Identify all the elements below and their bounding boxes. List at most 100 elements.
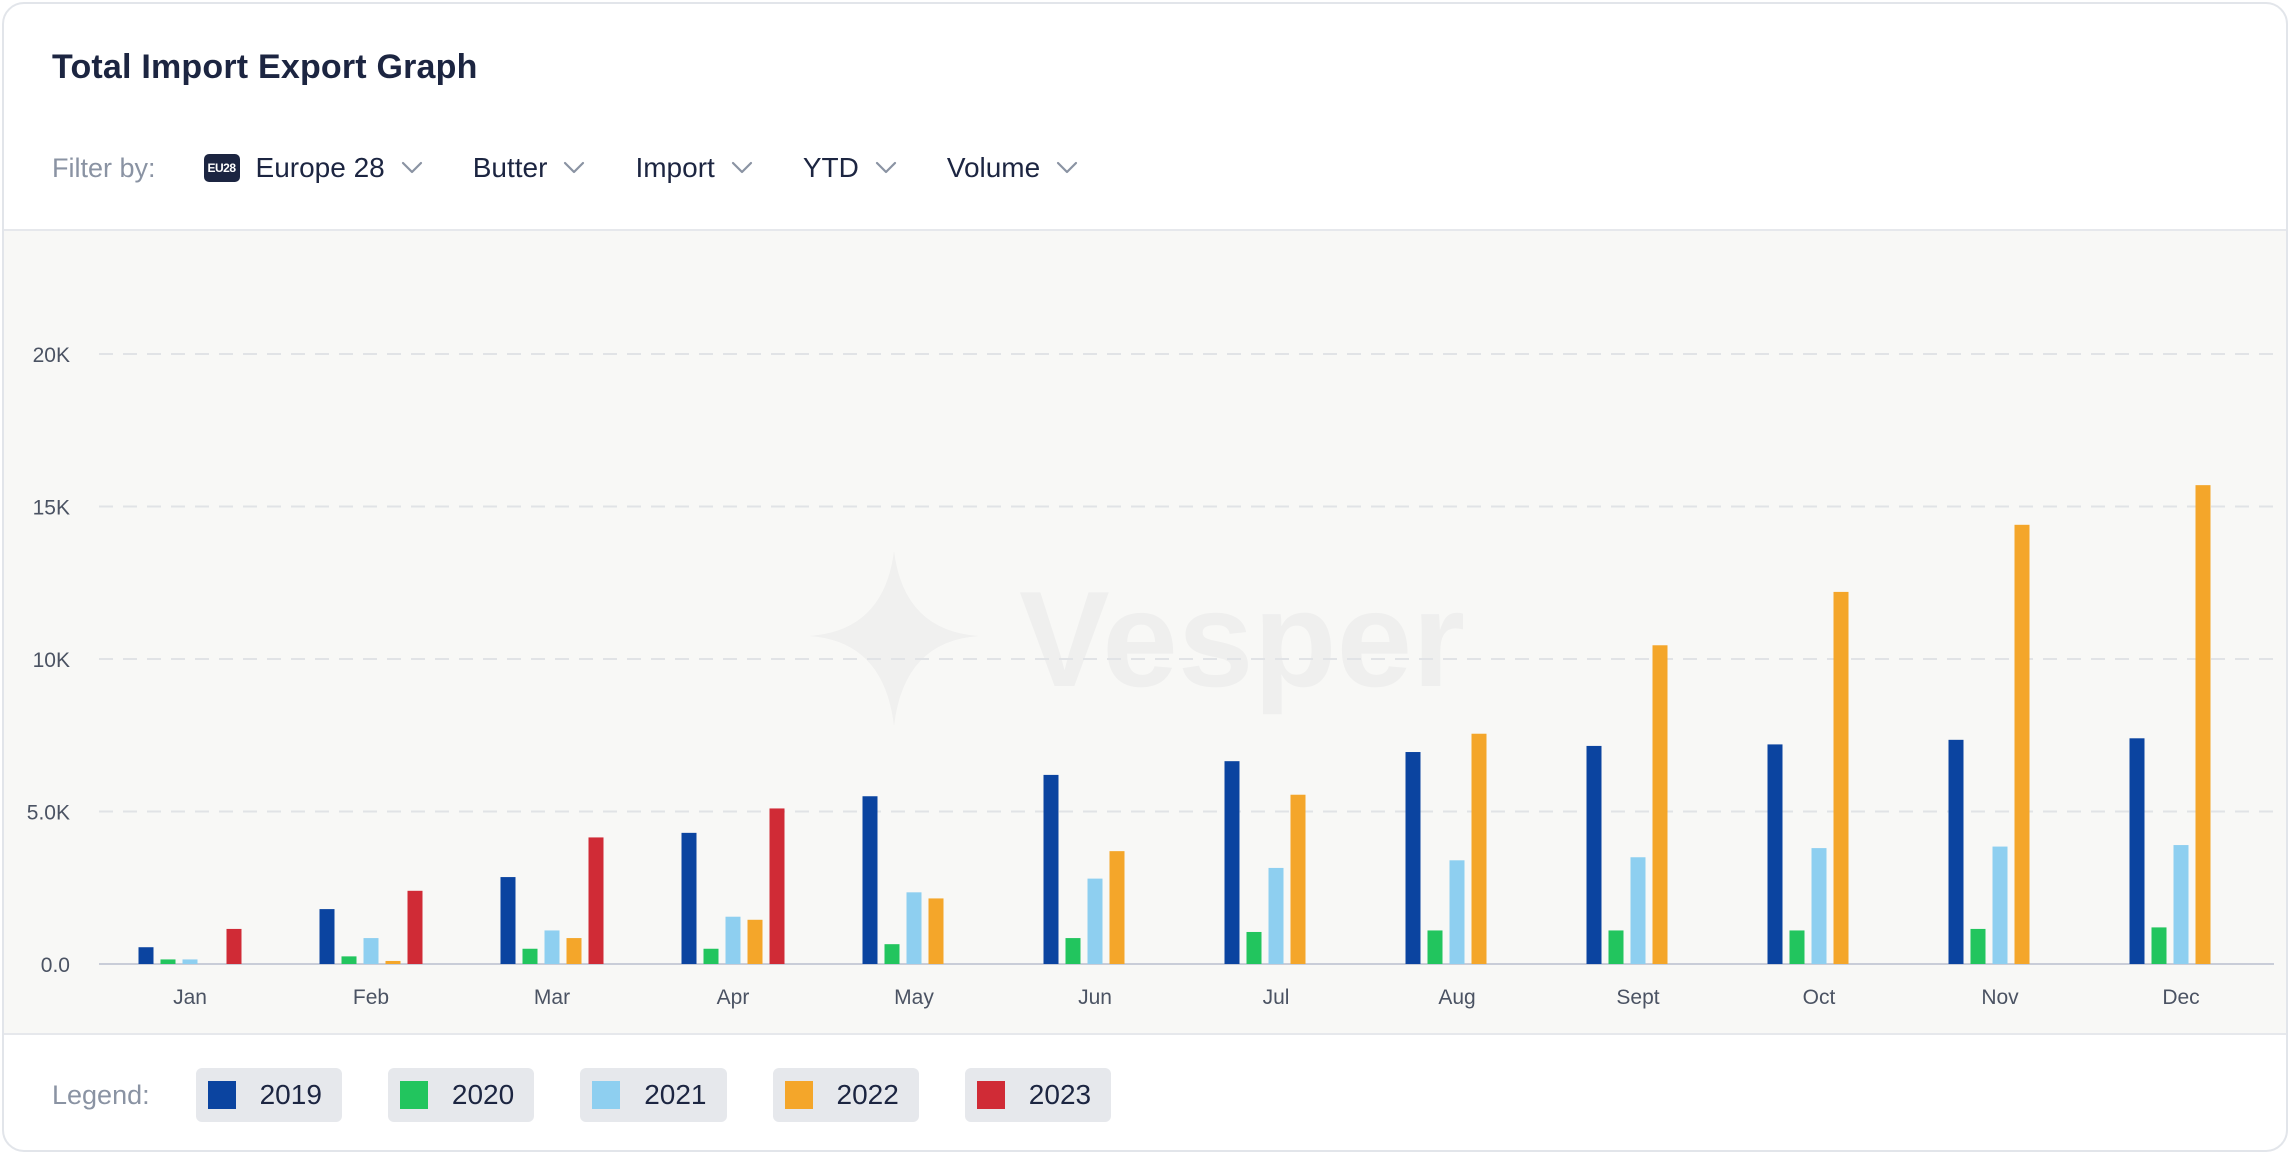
legend-item-2023[interactable]: 2023 <box>964 1068 1112 1122</box>
bar-2021-jun[interactable] <box>1087 878 1103 964</box>
vesper-watermark: Vesper <box>809 551 1465 726</box>
bar-2022-dec[interactable] <box>2195 485 2211 964</box>
y-tick-label: 5.0K <box>27 802 70 825</box>
chevron-down-icon <box>401 161 422 174</box>
legend-swatch <box>399 1081 428 1109</box>
bar-2020-mar[interactable] <box>522 948 538 964</box>
bar-2019-may[interactable] <box>862 796 878 964</box>
chevron-down-icon <box>1057 161 1078 174</box>
y-tick-label: 20K <box>33 344 70 367</box>
bar-2022-jul[interactable] <box>1290 794 1306 964</box>
bar-2020-sept[interactable] <box>1608 930 1624 964</box>
x-tick-label: Jun <box>1078 986 1112 1009</box>
sparkle-icon <box>809 551 979 726</box>
filter-bar: Filter by: EU28 Europe 28 Butter Import … <box>52 146 1128 190</box>
bar-2022-nov[interactable] <box>2014 524 2030 964</box>
bar-2022-mar[interactable] <box>566 938 582 964</box>
bar-2022-sept[interactable] <box>1652 645 1668 964</box>
bar-2019-jul[interactable] <box>1224 761 1240 964</box>
bar-2020-aug[interactable] <box>1427 930 1443 964</box>
flow-filter-value: Import <box>635 152 715 183</box>
bar-2023-feb[interactable] <box>407 890 423 964</box>
bar-2020-jan[interactable] <box>160 959 176 964</box>
bar-2019-jun[interactable] <box>1043 774 1059 964</box>
bar-2019-mar[interactable] <box>500 877 516 964</box>
x-axis-ticks: Jan Feb Mar Apr May Jun Jul Aug Sept Oct Nov Dec <box>173 986 2200 1009</box>
x-tick-label: Jul <box>1263 986 1290 1009</box>
bar-2019-aug[interactable] <box>1405 752 1421 964</box>
chevron-down-icon <box>564 161 585 174</box>
bar-2019-apr[interactable] <box>681 832 697 964</box>
bar-2021-feb[interactable] <box>363 938 379 964</box>
bar-2021-sept[interactable] <box>1630 857 1646 964</box>
y-tick-label: 10K <box>33 649 70 672</box>
bar-2022-apr[interactable] <box>747 919 763 964</box>
legend-swatch <box>207 1081 236 1109</box>
bar-2020-apr[interactable] <box>703 948 719 964</box>
bar-2020-jul[interactable] <box>1246 931 1262 964</box>
bar-2019-sept[interactable] <box>1586 745 1602 964</box>
y-axis-ticks: 0.0 5.0K 10K 15K 20K <box>27 344 70 977</box>
bar-2022-oct[interactable] <box>1833 591 1849 964</box>
legend-item-label: 2021 <box>644 1079 707 1110</box>
flow-filter-dropdown[interactable]: Import <box>635 152 752 184</box>
legend-item-2022[interactable]: 2022 <box>772 1068 919 1122</box>
filter-label: Filter by: <box>52 152 156 183</box>
x-tick-label: Sept <box>1616 986 1659 1009</box>
x-tick-label: Oct <box>1803 986 1836 1009</box>
x-tick-label: Dec <box>2162 986 2199 1009</box>
legend-item-2019[interactable]: 2019 <box>195 1068 342 1122</box>
x-tick-label: Mar <box>534 986 570 1009</box>
measure-filter-dropdown[interactable]: Volume <box>947 152 1078 184</box>
y-tick-label: 0.0 <box>41 954 70 977</box>
region-filter-value: Europe 28 <box>255 152 385 183</box>
grid-lines <box>99 353 2274 965</box>
bar-2023-apr[interactable] <box>769 808 785 964</box>
bar-2021-dec[interactable] <box>2173 845 2189 964</box>
bar-2019-oct[interactable] <box>1767 744 1783 964</box>
y-tick-label: 15K <box>33 497 70 520</box>
bar-2021-apr[interactable] <box>725 916 741 964</box>
bar-2019-feb[interactable] <box>319 909 335 964</box>
bar-2020-dec[interactable] <box>2151 927 2167 964</box>
bar-2023-mar[interactable] <box>588 837 604 964</box>
bar-2021-jul[interactable] <box>1268 867 1284 964</box>
watermark-text: Vesper <box>1019 563 1465 715</box>
bar-2023-jan[interactable] <box>226 928 242 964</box>
bar-2021-jan[interactable] <box>182 959 198 964</box>
legend-item-label: 2020 <box>451 1079 515 1110</box>
bar-2021-nov[interactable] <box>1992 846 2008 964</box>
x-tick-label: Aug <box>1438 986 1475 1009</box>
bar-2022-aug[interactable] <box>1471 733 1487 964</box>
x-tick-label: Apr <box>717 986 750 1009</box>
bars <box>138 485 2211 964</box>
bar-2020-jun[interactable] <box>1065 938 1081 964</box>
bar-2019-dec[interactable] <box>2129 738 2145 964</box>
bar-2021-mar[interactable] <box>544 930 560 964</box>
bar-2020-oct[interactable] <box>1789 930 1805 964</box>
x-tick-label: Nov <box>1981 986 2019 1009</box>
bar-2020-nov[interactable] <box>1970 928 1986 964</box>
bar-2020-may[interactable] <box>884 944 900 964</box>
period-filter-value: YTD <box>802 152 859 183</box>
region-filter-dropdown[interactable]: EU28 Europe 28 <box>203 152 423 184</box>
bar-2022-jun[interactable] <box>1109 851 1125 964</box>
period-filter-dropdown[interactable]: YTD <box>803 152 897 184</box>
bar-2022-may[interactable] <box>928 898 944 964</box>
legend-swatch <box>592 1081 621 1109</box>
legend-item-2020[interactable]: 2020 <box>387 1068 535 1122</box>
legend-swatch <box>784 1081 813 1109</box>
bar-2022-feb[interactable] <box>385 960 401 964</box>
bar-2020-feb[interactable] <box>341 956 357 964</box>
bar-2021-aug[interactable] <box>1449 860 1465 964</box>
bar-2021-may[interactable] <box>906 892 922 964</box>
legend-item-2021[interactable]: 2021 <box>580 1068 727 1122</box>
product-filter-dropdown[interactable]: Butter <box>473 152 586 184</box>
bar-2019-jan[interactable] <box>138 947 154 964</box>
bar-2019-nov[interactable] <box>1948 739 1964 964</box>
bar-2021-oct[interactable] <box>1811 848 1827 964</box>
legend-item-label: 2023 <box>1028 1079 1092 1110</box>
